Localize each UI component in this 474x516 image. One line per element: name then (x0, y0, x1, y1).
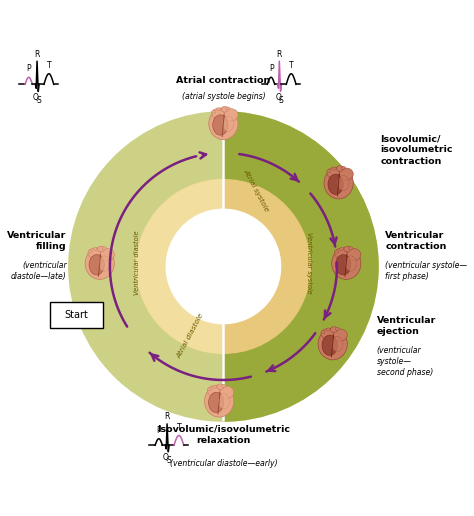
Circle shape (69, 112, 378, 421)
FancyBboxPatch shape (50, 302, 103, 328)
Ellipse shape (327, 168, 339, 178)
Text: R: R (277, 50, 282, 58)
Ellipse shape (89, 254, 104, 275)
Ellipse shape (209, 108, 238, 140)
Text: S: S (36, 96, 41, 105)
Ellipse shape (93, 248, 97, 251)
Text: Isovolumic/isovolumetric
relaxation: Isovolumic/isovolumetric relaxation (157, 425, 290, 445)
Text: (ventricular diastole—early): (ventricular diastole—early) (170, 459, 277, 468)
Ellipse shape (217, 384, 224, 390)
Ellipse shape (318, 328, 347, 360)
Ellipse shape (332, 248, 361, 279)
Ellipse shape (212, 110, 216, 114)
Ellipse shape (88, 250, 92, 253)
Text: P: P (27, 64, 31, 73)
Ellipse shape (100, 249, 114, 261)
Text: Q: Q (275, 93, 281, 102)
Text: Atrial contraction: Atrial contraction (176, 75, 271, 85)
Ellipse shape (322, 335, 337, 356)
Text: Q: Q (33, 93, 39, 102)
Ellipse shape (332, 167, 336, 170)
Text: (ventricular
diastole—late): (ventricular diastole—late) (11, 262, 67, 282)
Ellipse shape (337, 166, 344, 171)
Ellipse shape (347, 249, 361, 261)
Ellipse shape (330, 327, 337, 332)
Ellipse shape (209, 392, 224, 413)
Ellipse shape (218, 394, 229, 409)
Ellipse shape (332, 336, 343, 351)
Ellipse shape (340, 248, 344, 251)
Text: Start: Start (64, 310, 88, 320)
Text: Atrial diastole: Atrial diastole (176, 312, 205, 360)
Wedge shape (223, 112, 378, 421)
Ellipse shape (208, 388, 211, 391)
Text: (ventricular systole—
first phase): (ventricular systole— first phase) (385, 262, 467, 282)
Ellipse shape (349, 247, 353, 250)
Text: Ventricular systole: Ventricular systole (306, 232, 312, 294)
Ellipse shape (99, 256, 110, 271)
Circle shape (166, 209, 281, 324)
Circle shape (137, 180, 310, 353)
Text: T: T (47, 61, 51, 70)
Ellipse shape (327, 170, 331, 172)
Ellipse shape (213, 115, 228, 135)
Ellipse shape (326, 328, 330, 331)
Ellipse shape (98, 246, 105, 252)
Text: Ventricular diastole: Ventricular diastole (134, 230, 140, 295)
Text: R: R (164, 412, 170, 422)
Text: P: P (269, 64, 273, 73)
Text: Ventricular
contraction: Ventricular contraction (385, 231, 447, 251)
Ellipse shape (344, 246, 351, 252)
Ellipse shape (345, 256, 356, 271)
Ellipse shape (335, 248, 347, 259)
Text: P: P (156, 426, 161, 435)
Text: (atrial systole begins): (atrial systole begins) (182, 92, 265, 101)
Ellipse shape (212, 385, 217, 388)
Ellipse shape (208, 386, 219, 396)
Ellipse shape (217, 108, 221, 111)
Ellipse shape (335, 250, 338, 253)
Ellipse shape (205, 385, 234, 417)
Text: Ventricular
ejection: Ventricular ejection (377, 316, 436, 336)
Wedge shape (137, 180, 223, 353)
Ellipse shape (321, 331, 325, 333)
Text: S: S (166, 456, 171, 465)
Ellipse shape (339, 168, 353, 180)
Ellipse shape (336, 254, 351, 275)
Text: R: R (34, 50, 40, 58)
Ellipse shape (335, 327, 339, 330)
Ellipse shape (212, 108, 224, 119)
Ellipse shape (102, 247, 106, 250)
Text: Q: Q (163, 454, 169, 462)
Ellipse shape (328, 174, 343, 195)
Ellipse shape (222, 116, 234, 132)
Ellipse shape (220, 386, 234, 398)
Ellipse shape (222, 384, 226, 388)
Text: T: T (289, 61, 294, 70)
Ellipse shape (333, 329, 347, 341)
Text: T: T (177, 423, 182, 432)
Ellipse shape (321, 329, 333, 339)
Ellipse shape (85, 248, 114, 279)
Ellipse shape (324, 167, 353, 199)
Text: S: S (279, 96, 283, 105)
Ellipse shape (341, 166, 345, 169)
Text: Isovolumic/
isovolumetric
contraction: Isovolumic/ isovolumetric contraction (380, 134, 453, 166)
Ellipse shape (226, 107, 230, 110)
Text: Ventricular
filling: Ventricular filling (7, 231, 67, 251)
Ellipse shape (337, 175, 349, 190)
Ellipse shape (221, 106, 228, 112)
Text: Atrial systole: Atrial systole (243, 168, 270, 213)
Text: (ventricular
systole—
second phase): (ventricular systole— second phase) (377, 346, 433, 377)
Ellipse shape (224, 109, 238, 121)
Ellipse shape (88, 248, 100, 259)
